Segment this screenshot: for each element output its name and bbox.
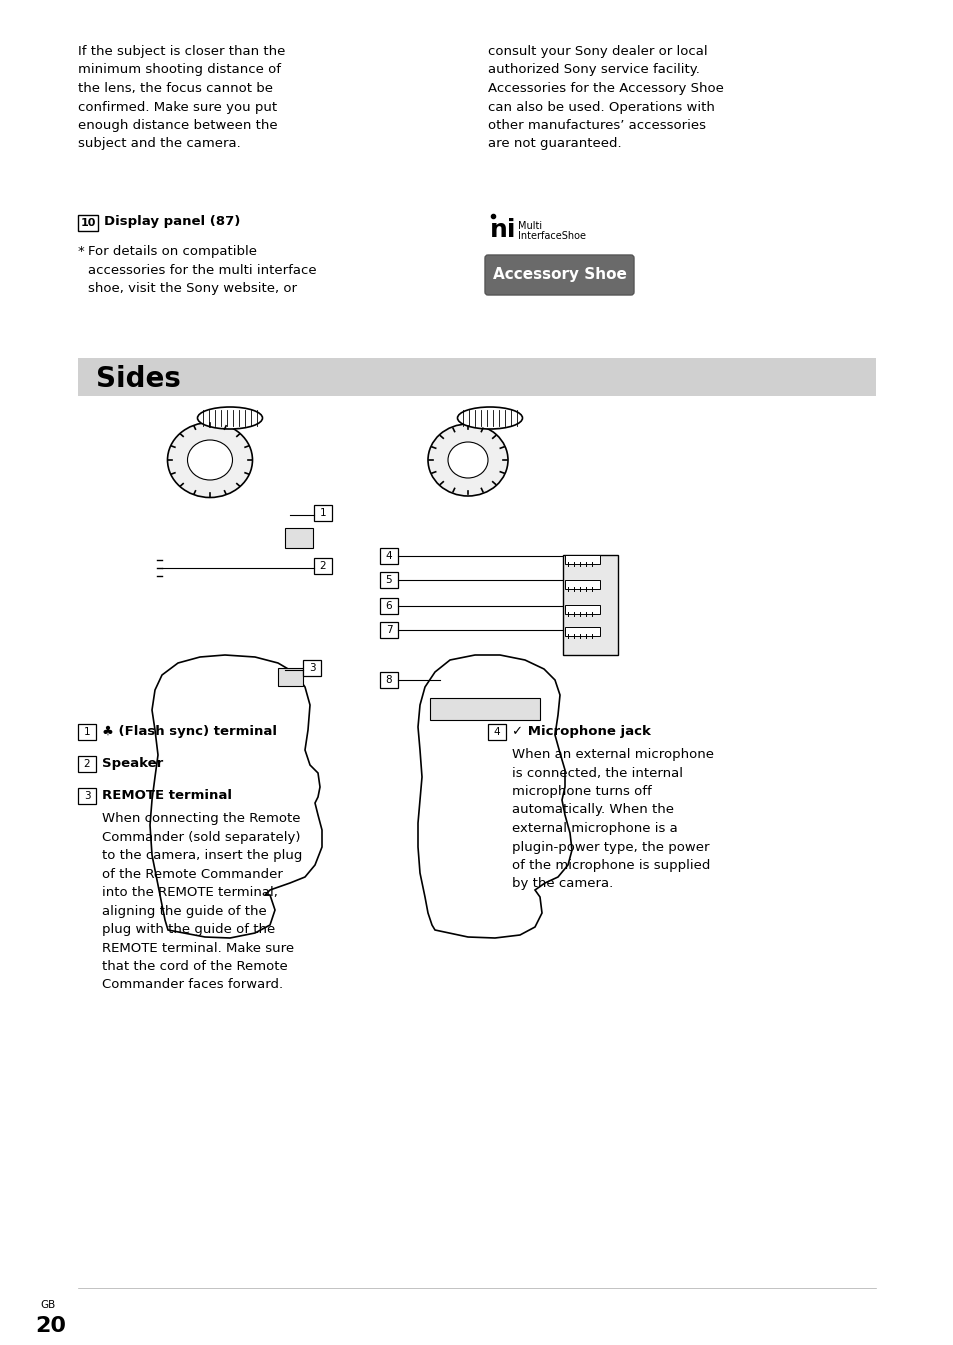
Text: confirmed. Make sure you put: confirmed. Make sure you put (78, 101, 276, 113)
Text: 4: 4 (385, 551, 392, 561)
Bar (78, 215, 98, 231)
Text: *: * (78, 245, 85, 258)
Text: consult your Sony dealer or local: consult your Sony dealer or local (488, 44, 707, 58)
Text: Accessory Shoe: Accessory Shoe (492, 268, 626, 282)
Text: 20: 20 (35, 1315, 66, 1336)
Text: Speaker: Speaker (102, 757, 163, 769)
Text: Commander (sold separately): Commander (sold separately) (102, 830, 300, 843)
Text: GB: GB (40, 1301, 55, 1310)
Text: Display panel (87): Display panel (87) (104, 215, 240, 229)
Text: plugin-power type, the power: plugin-power type, the power (512, 841, 709, 854)
Text: of the microphone is supplied: of the microphone is supplied (512, 859, 710, 872)
Bar (303, 660, 320, 677)
Text: When an external microphone: When an external microphone (512, 748, 713, 761)
Text: 1: 1 (319, 508, 326, 518)
Text: minimum shooting distance of: minimum shooting distance of (78, 63, 281, 77)
Text: automatically. When the: automatically. When the (512, 803, 673, 816)
Text: 6: 6 (385, 601, 392, 611)
Bar (562, 555, 618, 655)
Text: enough distance between the: enough distance between the (78, 118, 277, 132)
Text: shoe, visit the Sony website, or: shoe, visit the Sony website, or (88, 282, 296, 295)
Text: REMOTE terminal. Make sure: REMOTE terminal. Make sure (102, 941, 294, 955)
Text: by the camera.: by the camera. (512, 877, 613, 890)
Text: the lens, the focus cannot be: the lens, the focus cannot be (78, 82, 273, 95)
Text: Multi: Multi (517, 221, 541, 231)
Bar (379, 572, 397, 588)
Text: REMOTE terminal: REMOTE terminal (102, 790, 232, 802)
Bar (564, 580, 599, 589)
Bar (379, 547, 397, 564)
Text: 4: 4 (493, 728, 499, 737)
Bar (285, 529, 313, 547)
FancyBboxPatch shape (484, 256, 634, 295)
Ellipse shape (457, 408, 522, 429)
Text: 8: 8 (385, 675, 392, 685)
Text: 1: 1 (84, 728, 91, 737)
Text: authorized Sony service facility.: authorized Sony service facility. (488, 63, 700, 77)
Text: external microphone is a: external microphone is a (512, 822, 677, 835)
Bar (78, 788, 96, 804)
Ellipse shape (188, 440, 233, 480)
Text: are not guaranteed.: are not guaranteed. (488, 137, 621, 151)
Text: microphone turns off: microphone turns off (512, 785, 651, 798)
Text: other manufactures’ accessories: other manufactures’ accessories (488, 118, 705, 132)
Text: Sides: Sides (96, 364, 181, 393)
Text: that the cord of the Remote: that the cord of the Remote (102, 960, 288, 972)
Ellipse shape (197, 408, 262, 429)
Text: Commander faces forward.: Commander faces forward. (102, 979, 283, 991)
Ellipse shape (168, 422, 253, 498)
Bar (564, 555, 599, 564)
Text: accessories for the multi interface: accessories for the multi interface (88, 264, 316, 277)
Text: 10: 10 (80, 218, 95, 229)
Polygon shape (417, 655, 572, 937)
Polygon shape (150, 655, 322, 937)
Text: 3: 3 (309, 663, 315, 672)
Text: Accessories for the Accessory Shoe: Accessories for the Accessory Shoe (488, 82, 723, 95)
Text: 5: 5 (385, 576, 392, 585)
Text: For details on compatible: For details on compatible (88, 245, 256, 258)
Text: ✓ Microphone jack: ✓ Microphone jack (512, 725, 650, 738)
Text: 7: 7 (385, 625, 392, 635)
Text: InterfaceShoe: InterfaceShoe (517, 231, 585, 241)
Text: plug with the guide of the: plug with the guide of the (102, 923, 275, 936)
Bar (379, 621, 397, 638)
Bar (564, 605, 599, 615)
Text: ♣ (Flash sync) terminal: ♣ (Flash sync) terminal (102, 725, 276, 738)
Text: When connecting the Remote: When connecting the Remote (102, 812, 300, 824)
Text: ni: ni (490, 218, 516, 242)
Text: is connected, the internal: is connected, the internal (512, 767, 682, 780)
Text: 2: 2 (319, 561, 326, 572)
Bar (314, 504, 332, 521)
Text: subject and the camera.: subject and the camera. (78, 137, 240, 151)
Text: can also be used. Operations with: can also be used. Operations with (488, 101, 714, 113)
Text: 3: 3 (84, 791, 91, 802)
Bar (277, 668, 303, 686)
Ellipse shape (428, 424, 507, 496)
Bar (564, 627, 599, 636)
Bar (314, 558, 332, 574)
Bar (78, 358, 875, 395)
Bar (488, 724, 505, 740)
Bar (379, 672, 397, 689)
Ellipse shape (448, 443, 488, 477)
Text: to the camera, insert the plug: to the camera, insert the plug (102, 849, 302, 862)
Text: into the REMOTE terminal,: into the REMOTE terminal, (102, 886, 277, 898)
Text: of the Remote Commander: of the Remote Commander (102, 868, 283, 881)
Text: aligning the guide of the: aligning the guide of the (102, 904, 267, 917)
Text: 2: 2 (84, 759, 91, 769)
Text: If the subject is closer than the: If the subject is closer than the (78, 44, 285, 58)
Bar (78, 756, 96, 772)
Bar (78, 724, 96, 740)
FancyBboxPatch shape (430, 698, 539, 720)
Bar (379, 599, 397, 615)
